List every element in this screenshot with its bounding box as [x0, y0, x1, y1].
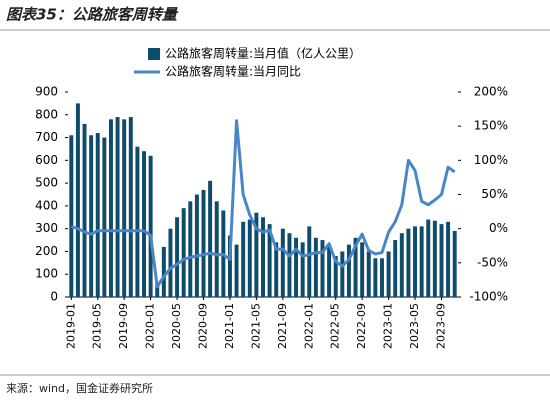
bar: [148, 155, 153, 297]
y-tick-label: 800: [35, 107, 58, 121]
y-tick-label: 100: [35, 267, 58, 281]
bar: [115, 117, 120, 297]
y-tick-label: 300: [35, 221, 58, 235]
bar: [294, 237, 299, 297]
bar: [181, 208, 186, 297]
bar: [89, 135, 94, 297]
bar: [241, 221, 246, 297]
x-tick-label: 2023-09: [434, 303, 447, 349]
y-tick-label: 700: [35, 130, 58, 144]
x-tick-label: 2021-01: [223, 303, 236, 349]
x-tick-label: 2023-01: [382, 303, 395, 349]
bar: [214, 201, 219, 297]
bar: [353, 237, 358, 297]
bar: [307, 226, 312, 297]
bar: [168, 228, 173, 297]
y2-tick-label: 200%: [474, 85, 508, 99]
y2-tick-label: 0%: [489, 221, 508, 235]
bar: [327, 246, 332, 297]
bar: [274, 242, 279, 297]
x-tick-label: 2020-01: [144, 303, 157, 349]
bar: [439, 224, 444, 297]
x-tick-label: 2022-05: [329, 303, 342, 349]
bar: [142, 151, 146, 297]
legend-label: 公路旅客周转量:当月值（亿人公里）: [165, 46, 361, 61]
y2-tick-label: 50%: [481, 187, 508, 201]
bar: [446, 221, 451, 297]
bar: [432, 220, 437, 297]
bar: [399, 233, 404, 297]
bar: [208, 180, 213, 297]
bar: [413, 226, 418, 297]
x-tick-label: 2021-05: [249, 303, 262, 349]
y2-tick-label: -50%: [477, 255, 508, 269]
y2-tick-label: -100%: [469, 290, 508, 304]
bar: [340, 251, 345, 297]
bar: [188, 201, 193, 297]
y-tick-label: 0: [50, 290, 58, 304]
bar: [267, 224, 272, 297]
bar: [102, 137, 107, 297]
bar: [380, 258, 384, 297]
x-tick-label: 2022-09: [355, 303, 368, 349]
x-tick-label: 2021-09: [276, 303, 289, 349]
bar: [135, 146, 140, 297]
line: [70, 119, 456, 289]
bar: [69, 135, 74, 297]
bar: [82, 123, 87, 297]
bar: [346, 244, 351, 297]
bar: [122, 119, 127, 297]
bar: [406, 228, 411, 297]
bar: [373, 258, 378, 297]
bar: [201, 189, 206, 297]
bar: [333, 256, 338, 297]
bar: [95, 133, 100, 297]
bar: [360, 242, 365, 297]
y-tick-label: 600: [35, 153, 58, 167]
bar: [386, 251, 391, 297]
bar: [313, 237, 318, 297]
source: 来源：wind，国金证券研究所: [6, 381, 153, 395]
y-tick-label: 900: [35, 85, 58, 99]
y-tick-label: 500: [35, 176, 58, 190]
x-tick-label: 2020-05: [170, 303, 183, 349]
y2-tick-label: 100%: [474, 153, 508, 167]
bar: [452, 230, 457, 297]
x-tick-label: 2019-05: [91, 303, 104, 349]
bar: [247, 219, 252, 297]
y-tick-label: 400: [35, 198, 58, 212]
bar: [287, 233, 292, 297]
chart-title: 图表35：公路旅客周转量: [6, 6, 179, 24]
bar: [280, 228, 285, 297]
legend-swatch: [148, 48, 160, 60]
bar: [227, 235, 232, 297]
bar: [155, 283, 160, 297]
bar: [234, 244, 239, 297]
x-tick-label: 2022-01: [302, 303, 315, 349]
bar: [194, 194, 199, 297]
x-tick-label: 2019-09: [117, 303, 130, 349]
bar: [108, 119, 113, 297]
bar: [75, 103, 80, 297]
x-tick-label: 2019-01: [64, 303, 77, 349]
bar: [261, 217, 265, 297]
y2-tick-label: 150%: [474, 119, 508, 133]
bar: [128, 117, 133, 297]
x-tick-label: 2020-09: [197, 303, 210, 349]
bar: [300, 242, 305, 297]
bar: [393, 240, 398, 297]
legend-label: 公路旅客周转量:当月同比: [165, 64, 301, 79]
x-tick-label: 2023-05: [408, 303, 421, 349]
bar: [320, 240, 325, 297]
bar: [161, 246, 166, 297]
bar: [426, 219, 431, 297]
bar: [419, 226, 424, 297]
bar: [254, 212, 259, 297]
bar: [175, 217, 180, 297]
bar: [366, 251, 371, 297]
y-tick-label: 200: [35, 244, 58, 258]
